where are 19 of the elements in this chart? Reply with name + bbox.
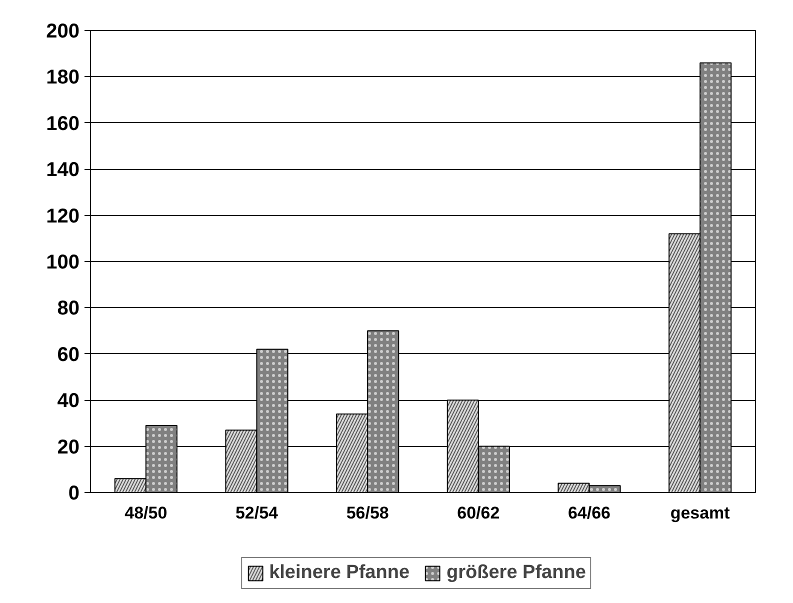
x-tick-label: 48/50 bbox=[124, 504, 168, 522]
y-tick-label: 0 bbox=[68, 482, 80, 504]
y-tick-label: 140 bbox=[46, 159, 80, 182]
y-tick-label: 200 bbox=[46, 20, 80, 42]
y-tick-label: 60 bbox=[57, 344, 80, 366]
legend-label: größere Pfanne bbox=[446, 562, 586, 584]
x-tick-label: 56/58 bbox=[346, 504, 389, 522]
y-tick-label: 160 bbox=[46, 112, 80, 135]
legend-label: kleinere Pfanne bbox=[269, 562, 410, 584]
y-tick-label: 120 bbox=[46, 205, 80, 228]
x-tick-label: 52/54 bbox=[235, 504, 279, 522]
x-tick-label: 64/66 bbox=[568, 504, 611, 522]
x-tick-label: gesamt bbox=[670, 504, 730, 522]
y-tick-label: 20 bbox=[57, 436, 80, 458]
x-tick-label: 60/62 bbox=[457, 504, 500, 522]
y-tick-label: 80 bbox=[57, 298, 80, 320]
y-tick-label: 40 bbox=[57, 390, 80, 412]
y-tick-label: 180 bbox=[46, 66, 80, 89]
y-tick-label: 100 bbox=[46, 252, 80, 274]
